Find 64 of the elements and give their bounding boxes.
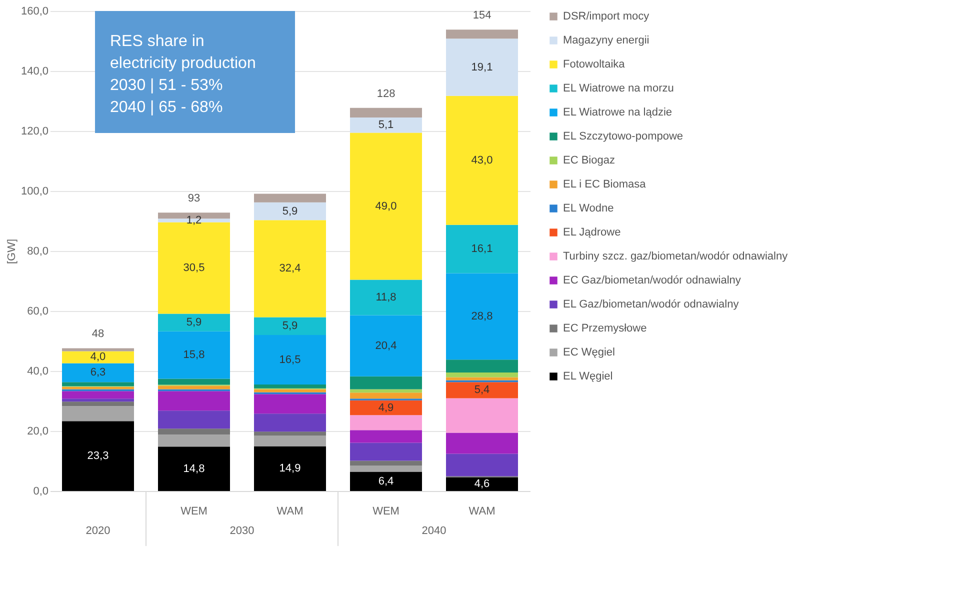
text: 2040 bbox=[422, 525, 446, 537]
data-label: 6,3 bbox=[90, 366, 106, 379]
data-label: 16,5 bbox=[279, 354, 301, 366]
annotation: 2040 | 65 - 68% bbox=[110, 99, 223, 116]
y-tick-label: 20,0 bbox=[27, 426, 48, 438]
legend-label: EL Wiatrowe na morzu bbox=[563, 82, 674, 94]
y-tick-label: 160,0 bbox=[20, 6, 48, 18]
y-tick-label: 40,0 bbox=[27, 366, 48, 378]
data-label: 5,4 bbox=[474, 384, 490, 396]
legend-label: EL Wiatrowe na lądzie bbox=[563, 106, 672, 118]
total-label: 128 bbox=[376, 88, 396, 100]
data-label: 49,0 bbox=[375, 200, 397, 212]
annotation: RES share in electricity production bbox=[110, 33, 256, 72]
x-tick-label: WEM bbox=[180, 506, 208, 518]
legend-label: DSR/import mocy bbox=[563, 10, 650, 22]
legend-label: Magazyny energii bbox=[563, 34, 650, 46]
data-label: 14,8 bbox=[183, 462, 205, 475]
legend-label: Turbiny szcz. gaz/biometan/wodór odnawialny bbox=[563, 250, 788, 262]
data-label: 32,4 bbox=[279, 262, 301, 275]
legend-label: Fotowoltaika bbox=[563, 58, 626, 70]
annotation: 2030 | 51 - 53% bbox=[110, 77, 223, 94]
data-label: 5,9 bbox=[282, 205, 298, 218]
data-label: 4,9 bbox=[378, 402, 394, 414]
data-label: 20,4 bbox=[375, 340, 397, 352]
y-tick-label: 80,0 bbox=[27, 246, 48, 258]
y-tick-label: 140,0 bbox=[20, 66, 48, 78]
y-tick-label: 120,0 bbox=[20, 126, 48, 138]
y-tick-label: 60,0 bbox=[27, 306, 48, 318]
x-tick-label: WAM bbox=[276, 506, 304, 518]
legend-label: EC Węgiel bbox=[563, 346, 615, 358]
total-label: 154 bbox=[472, 10, 492, 22]
data-label: 11,8 bbox=[376, 292, 396, 304]
y-axis-title: [GW] bbox=[6, 238, 18, 264]
data-label: 23,3 bbox=[87, 450, 109, 462]
legend-label: EC Gaz/biometan/wodór odnawialny bbox=[563, 274, 742, 286]
data-label: 15,8 bbox=[183, 349, 205, 362]
legend-label: EC Biogaz bbox=[563, 154, 615, 166]
data-label: 4,6 bbox=[474, 478, 490, 490]
text: 2020 bbox=[86, 525, 110, 537]
data-label: 5,9 bbox=[282, 320, 298, 332]
text: 2030 bbox=[230, 525, 254, 537]
y-tick-label: 100,0 bbox=[20, 186, 48, 198]
data-label: 5,1 bbox=[378, 119, 394, 132]
legend-label: EL i EC Biomasa bbox=[563, 178, 647, 190]
data-label: 19,1 bbox=[471, 61, 493, 74]
legend-label: EL Gaz/biometan/wodór odnawialny bbox=[563, 298, 740, 310]
data-label: 16,1 bbox=[471, 243, 493, 256]
data-label: 5,9 bbox=[186, 316, 202, 329]
legend-label: EL Wodne bbox=[563, 202, 614, 214]
data-label: 43,0 bbox=[471, 154, 493, 166]
total-label: 48 bbox=[92, 328, 104, 340]
x-tick-label: WAM bbox=[468, 506, 496, 518]
y-tick-label: 0,0 bbox=[33, 486, 48, 498]
legend-label: EC Przemysłowe bbox=[563, 322, 647, 334]
data-label: 30,5 bbox=[183, 262, 205, 274]
legend-label: EL Szczytowo-pompowe bbox=[563, 130, 684, 142]
legend-label: EL Jądrowe bbox=[563, 226, 621, 238]
legend-label: EL Węgiel bbox=[563, 370, 613, 382]
data-label: 6,4 bbox=[378, 475, 394, 488]
data-label: 4,0 bbox=[90, 351, 106, 364]
total-label: 93 bbox=[188, 192, 200, 205]
x-tick-label: WEM bbox=[372, 506, 400, 518]
data-label: 14,9 bbox=[279, 462, 301, 475]
data-label: 28,8 bbox=[471, 310, 493, 322]
